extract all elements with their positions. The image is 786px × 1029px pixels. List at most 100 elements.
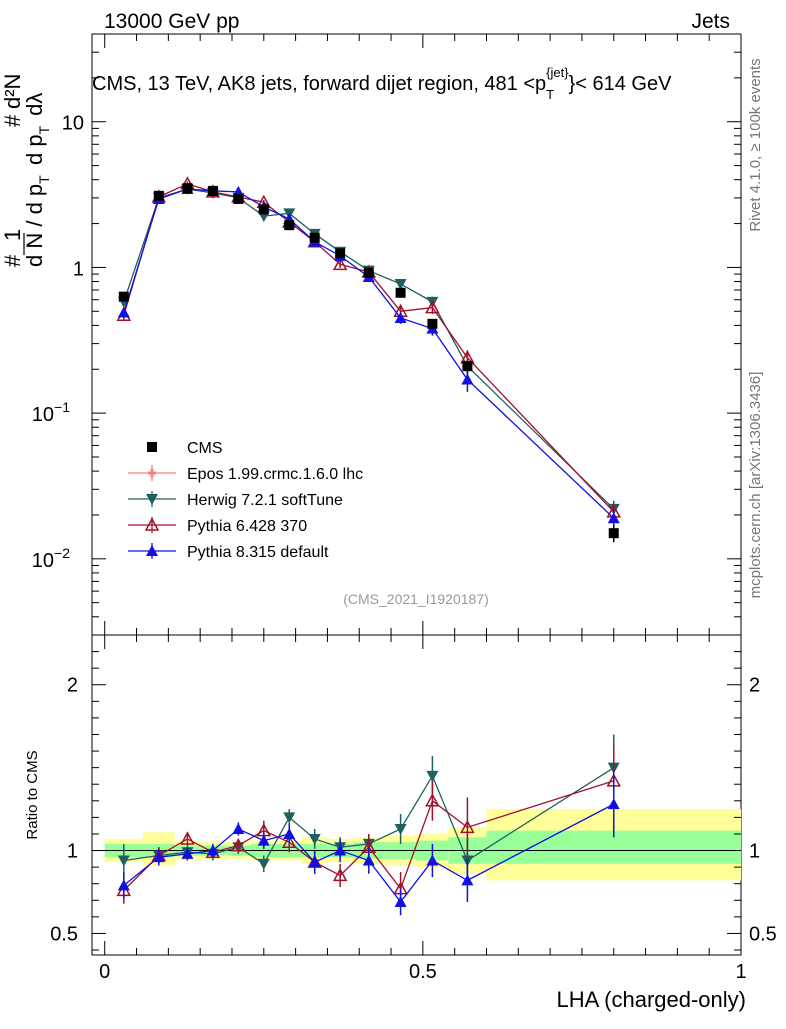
- ratio-point: [426, 854, 439, 866]
- ratio-point: [308, 856, 321, 868]
- ratio-point: [460, 819, 475, 834]
- series-cms: [118, 183, 619, 543]
- data-point: [394, 278, 407, 290]
- ratio-point: [281, 834, 297, 849]
- legend-marker: [146, 545, 158, 556]
- ylabel-dp: d pTdλ: [22, 93, 52, 165]
- ratio-point: [332, 867, 348, 882]
- ratio-point: [425, 793, 440, 807]
- data-point: [233, 193, 244, 204]
- ratio-point: [394, 823, 407, 835]
- x-tick-label: 0: [99, 961, 110, 983]
- ratio-point: [231, 838, 246, 852]
- ratio-point: [394, 895, 407, 907]
- ratio-y-tick-label-right: 0.5: [749, 923, 777, 945]
- data-point: [284, 220, 295, 231]
- legend-label: CMS: [187, 440, 223, 457]
- legend-marker: [144, 517, 160, 531]
- ratio-point: [206, 844, 219, 856]
- legend-entry-pythia6: Pythia 6.428 370: [128, 517, 307, 535]
- ylabel-one: 1: [0, 229, 25, 241]
- plot-title: CMS, 13 TeV, AK8 jets, forward dijet reg…: [92, 65, 672, 102]
- data-point: [607, 512, 620, 524]
- y-tick-label: 10: [62, 113, 84, 135]
- ratio-point: [283, 827, 296, 839]
- energy-label: 13000 GeV pp: [104, 10, 239, 33]
- legend-entry-cms: CMS: [147, 440, 223, 457]
- y-tick-label: 10−1: [32, 399, 70, 426]
- data-point: [117, 306, 130, 318]
- ratio-line: [123, 803, 615, 904]
- ratio-axis-ticks: 0.5 0.51 12 20 0.5 1: [50, 635, 777, 983]
- main-axis-ticks: 10−2 10−1 1 10: [32, 33, 742, 636]
- data-point: [608, 528, 619, 539]
- ratio-point: [232, 822, 245, 834]
- data-point: [425, 300, 440, 314]
- legend-label: Pythia 6.428 370: [187, 518, 307, 535]
- ratio-series-group: [116, 734, 622, 916]
- title-pre: CMS, 13 TeV, AK8 jets, forward dijet reg…: [92, 73, 546, 95]
- ratio-point: [117, 855, 130, 867]
- data-point: [332, 256, 348, 271]
- data-point: [118, 291, 129, 302]
- x-tick-label: 1: [735, 961, 746, 983]
- y-tick-label: 1: [73, 258, 84, 280]
- data-point: [153, 190, 164, 201]
- ratio-point: [257, 834, 270, 846]
- ratio-point: [362, 854, 375, 866]
- data-point: [394, 311, 407, 323]
- ratio-point: [117, 879, 130, 891]
- ratio-point: [180, 831, 195, 845]
- title-post: }< 614 GeV: [569, 73, 673, 95]
- ratio-point: [308, 833, 321, 845]
- ratio-point: [257, 858, 270, 870]
- legend-label: Epos 1.99.crmc.1.6.0 lhc: [187, 466, 363, 483]
- ratio-y-tick-label: 0.5: [50, 923, 78, 945]
- ratio-point: [334, 844, 347, 856]
- ylabel-dndpt: d N / d pT: [22, 175, 52, 267]
- mcplots-label: mcplots.cern.ch [arXiv:1306.3436]: [747, 372, 764, 599]
- legend-marker: [148, 469, 156, 477]
- main-y-axis-label: # 1 d N / d pT # d²N d pTdλ: [0, 74, 52, 267]
- data-point: [258, 204, 269, 215]
- data-point: [427, 318, 438, 329]
- title-sup: {jet}: [546, 65, 569, 80]
- ratio-point: [181, 847, 194, 859]
- y-tick-label: 10−2: [32, 545, 70, 572]
- data-point: [182, 183, 193, 194]
- data-point: [335, 248, 346, 259]
- x-tick-label: 0.5: [409, 961, 437, 983]
- legend-marker: [147, 442, 157, 452]
- ratio-point: [426, 770, 439, 782]
- ratio-y-tick-label-right: 2: [749, 675, 760, 697]
- series-line: [123, 188, 615, 510]
- ratio-point: [152, 851, 165, 863]
- legend-label: Herwig 7.2.1 softTune: [187, 492, 343, 509]
- ylabel-hash-2: #: [0, 114, 25, 127]
- x-axis-label: LHA (charged-only): [556, 987, 746, 1012]
- ratio-series-pythia8: [117, 770, 620, 916]
- ratio-point: [461, 874, 474, 886]
- ratio-y-tick-label: 1: [67, 841, 78, 863]
- legend: CMS Epos 1.99.crmc.1.6.0 lhc Herwig 7.2.1 …: [128, 440, 363, 561]
- legend-entry-pythia8: Pythia 8.315 default: [128, 543, 329, 561]
- legend-marker: [146, 494, 158, 505]
- title-sub: T: [546, 87, 554, 102]
- data-point: [309, 232, 320, 243]
- ratio-point: [283, 812, 296, 824]
- data-point: [363, 267, 374, 278]
- ratio-y-tick-label: 2: [67, 675, 78, 697]
- ratio-plot-frame: [91, 634, 742, 956]
- ylabel-hash-1: #: [0, 254, 25, 267]
- data-point: [461, 373, 474, 385]
- data-point: [207, 185, 218, 196]
- data-point: [462, 361, 473, 372]
- analysis-id: (CMS_2021_I1920187): [343, 591, 489, 607]
- ratio-point: [607, 798, 620, 810]
- ratio-line: [123, 767, 615, 865]
- category-label: Jets: [691, 10, 730, 33]
- rivet-version-label: Rivet 4.1.0, ≥ 100k events: [747, 58, 764, 231]
- legend-entry-herwig: Herwig 7.2.1 softTune: [128, 491, 343, 509]
